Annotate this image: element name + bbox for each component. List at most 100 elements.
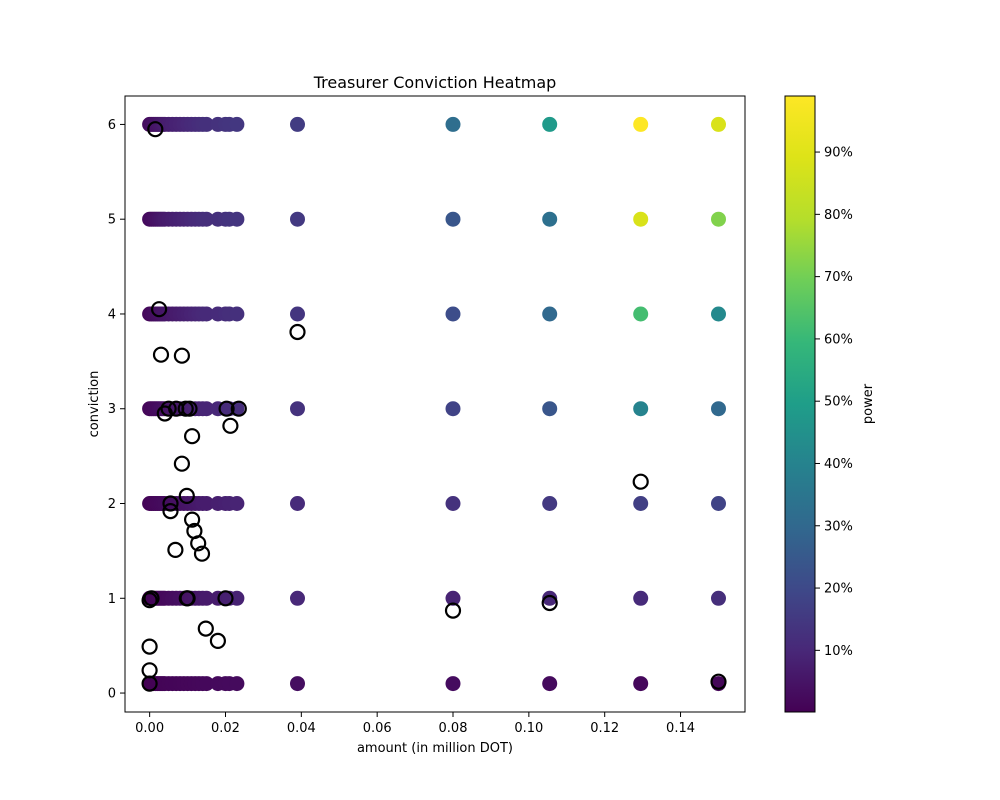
y-tick-label: 0 bbox=[108, 687, 116, 702]
open-circle-point bbox=[151, 301, 168, 318]
x-tick-label: 0.12 bbox=[590, 721, 619, 736]
open-circle-point bbox=[184, 428, 201, 445]
open-circle-point bbox=[541, 594, 558, 612]
data-point bbox=[633, 401, 649, 417]
data-point bbox=[199, 496, 214, 511]
x-tick-label: 0.14 bbox=[666, 721, 695, 736]
open-circle-point bbox=[181, 400, 198, 417]
data-point bbox=[290, 116, 305, 132]
data-point bbox=[542, 496, 558, 511]
data-point bbox=[633, 116, 649, 132]
open-circle-point bbox=[193, 545, 211, 562]
y-tick-label: 3 bbox=[108, 402, 116, 417]
open-circle-point bbox=[184, 511, 201, 528]
data-point bbox=[290, 496, 305, 511]
colorbar: 10% 20% 30% 40% 50% 60% 70% 80% 90% power bbox=[784, 95, 876, 713]
open-circles-layer bbox=[141, 121, 727, 692]
data-point bbox=[633, 306, 649, 322]
data-point bbox=[290, 211, 305, 227]
open-circle-point bbox=[167, 541, 184, 559]
colorbar-gradient bbox=[784, 95, 816, 713]
y-tick-label: 1 bbox=[108, 592, 116, 607]
open-circle-point bbox=[222, 417, 239, 434]
open-circle-point bbox=[162, 503, 179, 520]
open-circle-point bbox=[162, 495, 179, 512]
data-point bbox=[199, 590, 214, 606]
colorbar-tick-label: 30% bbox=[824, 519, 853, 534]
data-point bbox=[542, 676, 558, 692]
colorbar-tick-label: 60% bbox=[824, 332, 853, 347]
data-point bbox=[542, 590, 558, 606]
data-point bbox=[445, 211, 461, 227]
y-tick-label: 2 bbox=[108, 497, 116, 512]
open-circle-point bbox=[710, 673, 727, 690]
open-circle-point bbox=[178, 487, 195, 504]
data-point bbox=[445, 676, 461, 692]
data-point bbox=[542, 116, 558, 132]
data-point bbox=[199, 401, 214, 417]
data-point bbox=[199, 306, 214, 322]
y-axis: 0 1 2 3 4 5 6 bbox=[108, 118, 125, 702]
x-tick-label: 0.04 bbox=[287, 721, 316, 736]
data-point bbox=[542, 211, 558, 227]
x-tick-label: 0.06 bbox=[363, 721, 392, 736]
y-tick-label: 5 bbox=[108, 213, 116, 228]
y-tick-label: 4 bbox=[108, 307, 116, 322]
colorbar-tick-label: 40% bbox=[824, 457, 853, 472]
data-point bbox=[229, 306, 245, 322]
open-circle-point bbox=[141, 662, 158, 679]
open-circle-point bbox=[190, 535, 207, 552]
x-axis-label: amount (in million DOT) bbox=[357, 741, 513, 756]
open-circle-point bbox=[147, 121, 164, 138]
data-point bbox=[445, 306, 461, 322]
data-point bbox=[229, 211, 245, 227]
x-tick-label: 0.00 bbox=[135, 721, 164, 736]
x-tick-label: 0.10 bbox=[514, 721, 543, 736]
open-circle-point bbox=[141, 592, 158, 609]
open-circle-point bbox=[141, 638, 158, 655]
colorbar-tick-label: 70% bbox=[824, 270, 853, 285]
open-circle-point bbox=[444, 602, 462, 619]
colorbar-tick-label: 10% bbox=[824, 644, 853, 659]
data-point bbox=[542, 401, 558, 417]
colorbar-ticks: 10% 20% 30% 40% 50% 60% 70% 80% 90% bbox=[815, 146, 853, 659]
open-circle-point bbox=[289, 323, 306, 341]
points-layer bbox=[142, 116, 726, 692]
data-point bbox=[445, 116, 461, 132]
open-circle-point bbox=[160, 400, 177, 417]
open-circle-point bbox=[209, 632, 226, 650]
data-point bbox=[711, 496, 726, 511]
open-circle-point bbox=[218, 400, 235, 417]
data-point bbox=[229, 590, 245, 606]
open-circle-point bbox=[632, 473, 649, 490]
data-point bbox=[445, 401, 461, 417]
open-circle-point bbox=[173, 455, 190, 472]
chart-title: Treasurer Conviction Heatmap bbox=[313, 73, 557, 92]
data-point bbox=[542, 306, 558, 322]
colorbar-tick-label: 50% bbox=[824, 395, 853, 410]
y-tick-label: 6 bbox=[108, 118, 116, 133]
data-point bbox=[633, 211, 649, 227]
open-circle-point bbox=[197, 620, 214, 637]
data-point bbox=[229, 496, 245, 511]
data-point bbox=[711, 116, 726, 132]
data-point bbox=[229, 676, 245, 692]
data-point bbox=[711, 306, 726, 322]
colorbar-label: power bbox=[861, 383, 876, 424]
x-tick-label: 0.08 bbox=[439, 721, 468, 736]
data-point bbox=[290, 590, 305, 606]
colorbar-tick-label: 80% bbox=[824, 208, 853, 223]
data-point bbox=[633, 676, 649, 692]
data-point bbox=[711, 211, 726, 227]
open-circle-point bbox=[143, 590, 160, 607]
data-point bbox=[229, 116, 245, 132]
data-point bbox=[711, 401, 726, 417]
data-point bbox=[711, 590, 726, 606]
colorbar-tick-label: 20% bbox=[824, 582, 853, 597]
data-point bbox=[445, 590, 461, 606]
data-point bbox=[290, 676, 305, 692]
data-point bbox=[290, 401, 305, 417]
data-point bbox=[199, 116, 214, 132]
data-point bbox=[445, 496, 461, 511]
